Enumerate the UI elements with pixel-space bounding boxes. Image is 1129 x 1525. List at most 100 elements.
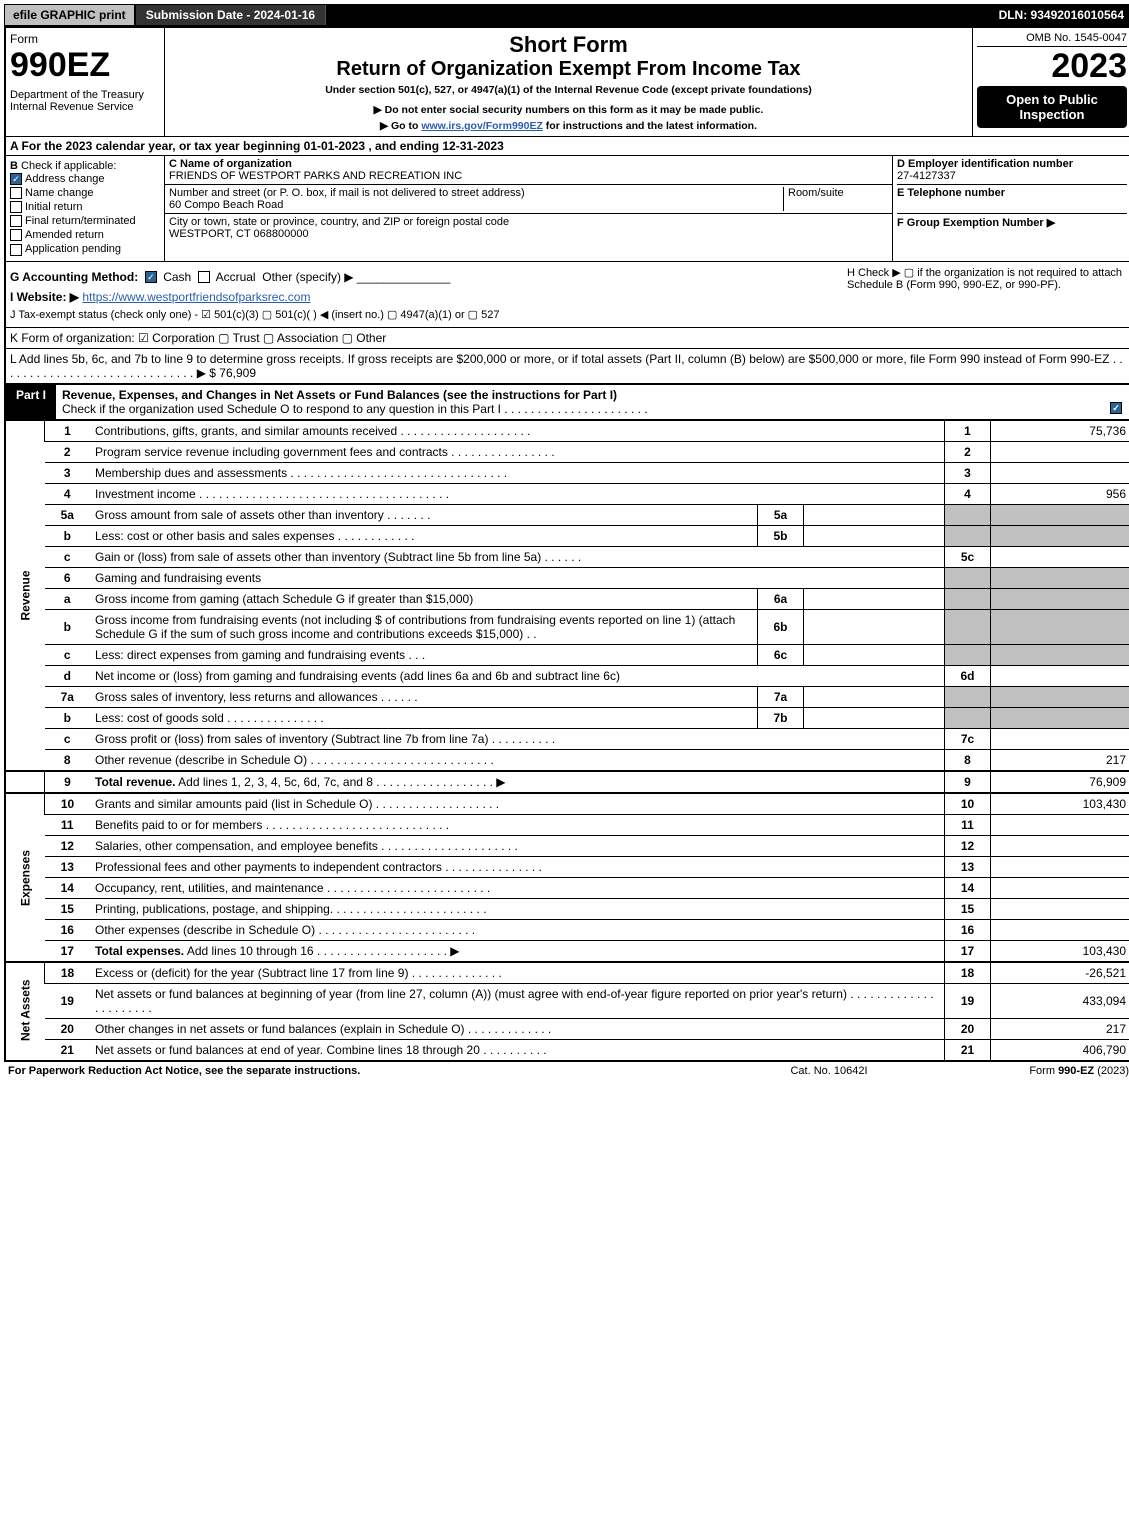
line-8-amount: 217 — [991, 749, 1129, 771]
line-6a-inner-num: 6a — [758, 588, 804, 609]
org-name-label: C Name of organization — [169, 158, 292, 170]
line-5b-grey — [945, 525, 991, 546]
line-7c-ref: 7c — [945, 728, 991, 749]
application-pending-label: Application pending — [25, 243, 121, 255]
initial-return-label: Initial return — [25, 201, 82, 213]
section-k: K Form of organization: ☑ Corporation ▢ … — [6, 327, 1129, 349]
short-form-title: Short Form — [169, 32, 968, 58]
line-10-amount: 103,430 — [991, 793, 1129, 815]
final-return-checkbox[interactable] — [10, 215, 22, 227]
line-17-desc: Total expenses. Add lines 10 through 16 … — [90, 940, 945, 962]
schedule-o-checkbox[interactable]: ✓ — [1110, 402, 1122, 414]
website-link[interactable]: https://www.westportfriendsofparksrec.co… — [82, 290, 310, 304]
ssn-note: ▶ Do not enter social security numbers o… — [169, 104, 968, 116]
revenue-side-label: Revenue — [6, 420, 45, 771]
efile-print-button[interactable]: efile GRAPHIC print — [5, 5, 136, 25]
line-10-ref: 10 — [945, 793, 991, 815]
line-9-num: 9 — [45, 771, 91, 793]
line-6-grey — [945, 567, 991, 588]
line-14-ref: 14 — [945, 877, 991, 898]
initial-return-checkbox[interactable] — [10, 201, 22, 213]
amended-return-checkbox[interactable] — [10, 229, 22, 241]
section-h: H Check ▶ ▢ if the organization is not r… — [843, 262, 1129, 327]
line-4-num: 4 — [45, 483, 91, 504]
line-5b-inner-num: 5b — [758, 525, 804, 546]
irs-link[interactable]: www.irs.gov/Form990EZ — [421, 120, 543, 132]
line-17-amount: 103,430 — [991, 940, 1129, 962]
line-6c-inner-val — [804, 644, 945, 665]
department: Department of the Treasury Internal Reve… — [10, 89, 160, 113]
line-5c-num: c — [45, 546, 91, 567]
line-6d-amount — [991, 665, 1129, 686]
line-5b-num: b — [45, 525, 91, 546]
revenue-table: Revenue 1 Contributions, gifts, grants, … — [6, 420, 1129, 1060]
part-1-label: Part I — [6, 385, 56, 419]
ein-label: D Employer identification number — [897, 158, 1073, 170]
tax-year: 2023 — [977, 47, 1127, 86]
section-b: B Check if applicable: ✓Address change N… — [6, 156, 165, 261]
line-2-desc: Program service revenue including govern… — [90, 441, 945, 462]
street-label: Number and street (or P. O. box, if mail… — [169, 187, 525, 199]
name-change-label: Name change — [25, 187, 94, 199]
line-6b-grey — [945, 609, 991, 644]
other-specify-label: Other (specify) ▶ — [262, 270, 353, 284]
line-6d-desc: Net income or (loss) from gaming and fun… — [90, 665, 945, 686]
top-bar: efile GRAPHIC print Submission Date - 20… — [4, 4, 1129, 26]
netassets-side-label: Net Assets — [6, 962, 45, 1060]
line-5a-num: 5a — [45, 504, 91, 525]
line-21-ref: 21 — [945, 1039, 991, 1060]
accrual-label: Accrual — [216, 270, 256, 284]
line-15-amount — [991, 898, 1129, 919]
line-4-ref: 4 — [945, 483, 991, 504]
form-container: Form 990EZ Department of the Treasury In… — [4, 26, 1129, 1062]
name-change-checkbox[interactable] — [10, 187, 22, 199]
form-number: 990EZ — [10, 46, 160, 85]
accrual-checkbox[interactable] — [198, 271, 210, 283]
line-14-amount — [991, 877, 1129, 898]
section-l: L Add lines 5b, 6c, and 7b to line 9 to … — [6, 349, 1129, 384]
line-4-desc: Investment income . . . . . . . . . . . … — [90, 483, 945, 504]
line-21-num: 21 — [45, 1039, 91, 1060]
line-14-num: 14 — [45, 877, 91, 898]
line-1-desc: Contributions, gifts, grants, and simila… — [90, 420, 945, 441]
line-18-ref: 18 — [945, 962, 991, 984]
city-value: WESTPORT, CT 068800000 — [169, 228, 309, 240]
part-1-header: Part I Revenue, Expenses, and Changes in… — [6, 384, 1129, 420]
line-10-desc: Grants and similar amounts paid (list in… — [90, 793, 945, 815]
line-7b-desc: Less: cost of goods sold . . . . . . . .… — [90, 707, 758, 728]
line-18-num: 18 — [45, 962, 91, 984]
dln-number: DLN: 93492016010564 — [991, 5, 1129, 25]
line-7a-desc: Gross sales of inventory, less returns a… — [90, 686, 758, 707]
address-change-checkbox[interactable]: ✓ — [10, 173, 22, 185]
line-10-num: 10 — [45, 793, 91, 815]
line-3-amount — [991, 462, 1129, 483]
omb-number: OMB No. 1545-0047 — [977, 32, 1127, 47]
line-11-desc: Benefits paid to or for members . . . . … — [90, 814, 945, 835]
line-20-ref: 20 — [945, 1018, 991, 1039]
line-6b-inner-val — [804, 609, 945, 644]
line-1-ref: 1 — [945, 420, 991, 441]
line-13-ref: 13 — [945, 856, 991, 877]
line-19-desc: Net assets or fund balances at beginning… — [90, 983, 945, 1018]
address-change-label: Address change — [25, 173, 105, 185]
cash-checkbox[interactable]: ✓ — [145, 271, 157, 283]
line-19-ref: 19 — [945, 983, 991, 1018]
line-6b-grey-amt — [991, 609, 1129, 644]
final-return-label: Final return/terminated — [25, 215, 136, 227]
line-7b-num: b — [45, 707, 91, 728]
footer: For Paperwork Reduction Act Notice, see … — [4, 1062, 1129, 1080]
line-6-desc: Gaming and fundraising events — [90, 567, 945, 588]
line-6a-inner-val — [804, 588, 945, 609]
line-8-ref: 8 — [945, 749, 991, 771]
application-pending-checkbox[interactable] — [10, 244, 22, 256]
line-7c-amount — [991, 728, 1129, 749]
line-7b-inner-num: 7b — [758, 707, 804, 728]
cash-label: Cash — [163, 270, 191, 284]
section-d-e-f: D Employer identification number 27-4127… — [893, 156, 1129, 261]
line-6a-grey — [945, 588, 991, 609]
line-6b-desc: Gross income from fundraising events (no… — [90, 609, 758, 644]
line-5c-amount — [991, 546, 1129, 567]
line-8-desc: Other revenue (describe in Schedule O) .… — [90, 749, 945, 771]
line-13-num: 13 — [45, 856, 91, 877]
line-12-amount — [991, 835, 1129, 856]
